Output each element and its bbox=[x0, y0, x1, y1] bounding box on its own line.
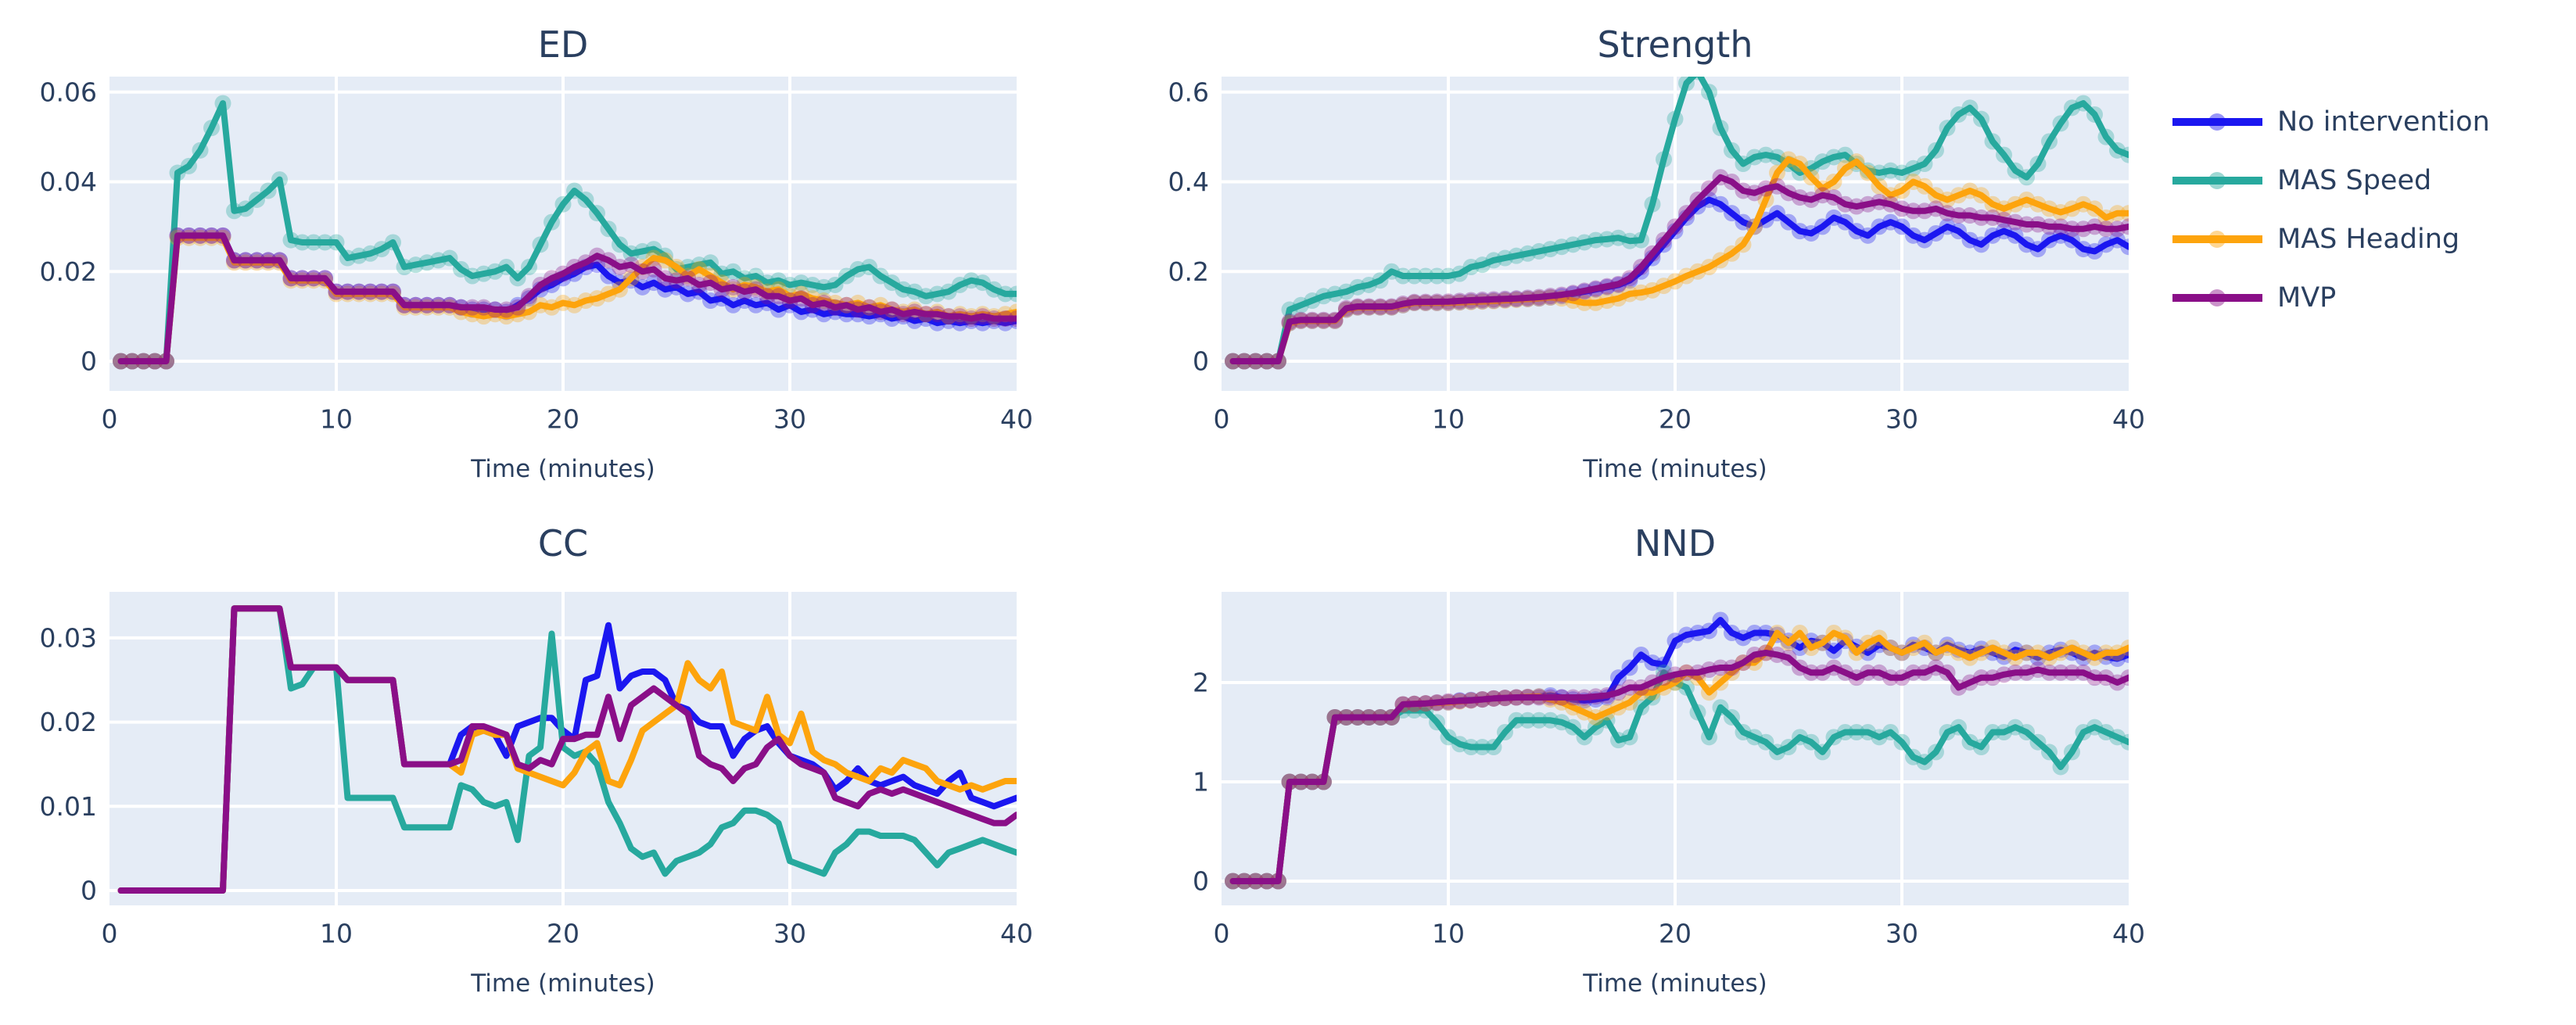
y-tick-label: 0.02 bbox=[40, 256, 97, 287]
legend-label-mas-heading: MAS Heading bbox=[2277, 223, 2460, 255]
y-tick-label: 0.06 bbox=[40, 77, 97, 107]
series-line-mas-speed[interactable] bbox=[1229, 72, 2129, 364]
legend-marker-sample bbox=[2208, 230, 2226, 248]
legend-item-no-intervention[interactable]: No intervention bbox=[2171, 92, 2490, 151]
y-tick-label: 0 bbox=[1193, 346, 1209, 377]
legend-marker-sample bbox=[2208, 171, 2226, 189]
legend-sample-no-intervention bbox=[2172, 113, 2262, 131]
legend-label-no-intervention: No intervention bbox=[2277, 106, 2490, 138]
chart-title-strength: Strength bbox=[1597, 23, 1753, 66]
y-tick-label: 0.01 bbox=[40, 791, 97, 822]
legend-item-mvp[interactable]: MVP bbox=[2171, 268, 2490, 327]
x-tick-label: 10 bbox=[1432, 919, 1465, 949]
y-tick-label: 0.2 bbox=[1168, 256, 1209, 287]
chart-title-ed: ED bbox=[537, 23, 589, 66]
y-tick-label: 0.4 bbox=[1168, 167, 1209, 197]
x-tick-label: 40 bbox=[2112, 404, 2145, 435]
x-tick-label: 30 bbox=[773, 404, 806, 435]
legend-sample-mas-speed bbox=[2172, 171, 2262, 189]
chart-title-nnd: NND bbox=[1634, 522, 1717, 564]
x-axis-title-nnd: Time (minutes) bbox=[1583, 969, 1767, 998]
legend-label-mvp: MVP bbox=[2277, 281, 2337, 314]
series-line-mvp[interactable] bbox=[1229, 649, 2129, 884]
chart-title-cc: CC bbox=[537, 522, 589, 564]
x-tick-label: 20 bbox=[547, 919, 579, 949]
legend: No intervention MAS Speed MAS Heading MV… bbox=[2171, 92, 2490, 327]
y-tick-label: 0 bbox=[81, 346, 97, 377]
series-line-mvp[interactable] bbox=[117, 605, 1017, 894]
y-tick-label: 2 bbox=[1193, 668, 1209, 698]
x-tick-label: 30 bbox=[1885, 404, 1918, 435]
chart-nnd: 0 10 20 30 40 0 1 2 bbox=[1193, 592, 2145, 949]
legend-label-mas-speed: MAS Speed bbox=[2277, 164, 2432, 196]
series-line-mas-speed[interactable] bbox=[1229, 669, 2129, 884]
y-tick-label: 0.02 bbox=[40, 707, 97, 737]
y-tick-label: 1 bbox=[1193, 767, 1209, 797]
y-tick-label: 0.04 bbox=[40, 167, 97, 197]
legend-marker-sample bbox=[2208, 289, 2226, 306]
x-tick-label: 10 bbox=[320, 919, 353, 949]
x-tick-label: 20 bbox=[547, 404, 579, 435]
series-line-mvp[interactable] bbox=[117, 232, 1017, 364]
x-tick-label: 20 bbox=[1659, 919, 1692, 949]
x-tick-label: 0 bbox=[1214, 919, 1230, 949]
x-tick-label: 0 bbox=[102, 919, 118, 949]
legend-sample-mas-heading bbox=[2172, 230, 2262, 248]
x-axis-title-ed: Time (minutes) bbox=[471, 455, 655, 483]
chart-cc: 0 10 20 30 40 0 0.01 0.02 0.03 bbox=[40, 592, 1033, 949]
x-tick-label: 10 bbox=[320, 404, 353, 435]
legend-item-mas-speed[interactable]: MAS Speed bbox=[2171, 151, 2490, 210]
x-tick-label: 20 bbox=[1659, 404, 1692, 435]
x-tick-label: 40 bbox=[2112, 919, 2145, 949]
legend-item-mas-heading[interactable]: MAS Heading bbox=[2171, 210, 2490, 268]
chart-ed: 0 10 20 30 40 0 0.02 0.04 0.06 bbox=[40, 77, 1033, 435]
x-axis-title-strength: Time (minutes) bbox=[1583, 455, 1767, 483]
series-line-mas-speed[interactable] bbox=[117, 605, 1017, 894]
x-tick-label: 40 bbox=[1000, 919, 1033, 949]
legend-marker-sample bbox=[2208, 113, 2226, 131]
series-line-mvp[interactable] bbox=[1229, 174, 2129, 364]
chart-strength: 0 10 20 30 40 0 0.2 0.4 0.6 bbox=[1168, 72, 2145, 435]
y-tick-label: 0.03 bbox=[40, 622, 97, 653]
x-tick-label: 10 bbox=[1432, 404, 1465, 435]
legend-sample-mvp bbox=[2172, 289, 2262, 306]
y-tick-label: 0 bbox=[81, 876, 97, 906]
series-line-mas-heading[interactable] bbox=[117, 605, 1017, 894]
x-axis-title-cc: Time (minutes) bbox=[471, 969, 655, 998]
x-tick-label: 40 bbox=[1000, 404, 1033, 435]
series-line-mas-speed[interactable] bbox=[117, 100, 1017, 364]
x-tick-label: 30 bbox=[1885, 919, 1918, 949]
y-tick-label: 0.6 bbox=[1168, 77, 1209, 107]
x-tick-label: 0 bbox=[1214, 404, 1230, 435]
x-tick-label: 0 bbox=[102, 404, 118, 435]
y-tick-label: 0 bbox=[1193, 866, 1209, 897]
x-tick-label: 30 bbox=[773, 919, 806, 949]
